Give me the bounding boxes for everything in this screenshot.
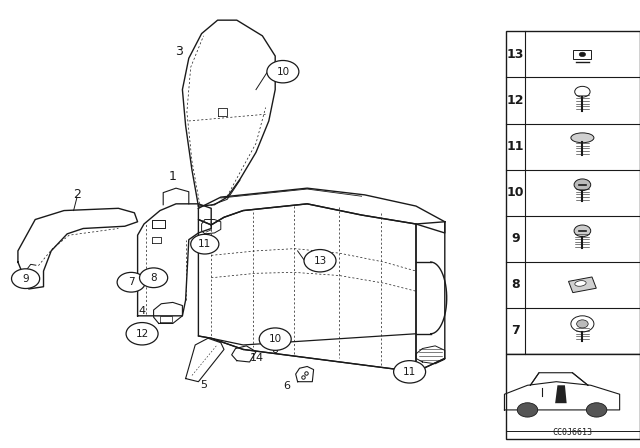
Text: 3: 3 [175, 45, 183, 58]
Text: 2: 2 [73, 188, 81, 202]
Circle shape [140, 268, 168, 288]
Text: 13: 13 [506, 48, 524, 61]
Text: 11: 11 [506, 140, 524, 153]
Circle shape [191, 234, 219, 254]
Text: 7: 7 [128, 277, 134, 287]
Text: 4: 4 [138, 306, 146, 316]
Circle shape [304, 250, 336, 272]
Ellipse shape [575, 280, 586, 286]
Circle shape [259, 328, 291, 350]
Text: 9: 9 [511, 232, 520, 245]
Text: 8: 8 [150, 273, 157, 283]
Circle shape [575, 86, 590, 97]
Bar [506, 354, 640, 439]
Text: 10: 10 [276, 67, 289, 77]
Polygon shape [555, 385, 566, 403]
Text: 9: 9 [22, 274, 29, 284]
Text: 8: 8 [511, 278, 520, 291]
Circle shape [517, 403, 538, 417]
Circle shape [12, 269, 40, 289]
Text: CC0J6613: CC0J6613 [553, 428, 593, 437]
Text: 13: 13 [314, 256, 326, 266]
Text: 14: 14 [250, 353, 264, 363]
Text: 1: 1 [169, 170, 177, 184]
Text: 11: 11 [198, 239, 211, 249]
Circle shape [574, 179, 591, 190]
Circle shape [394, 361, 426, 383]
Text: 6: 6 [284, 381, 290, 391]
Text: 12: 12 [506, 94, 524, 107]
Circle shape [586, 403, 607, 417]
Circle shape [126, 323, 158, 345]
Text: 10: 10 [269, 334, 282, 344]
Text: 12: 12 [136, 329, 148, 339]
Text: 11: 11 [403, 367, 416, 377]
Bar [506, 31, 640, 354]
Bar [573, 50, 591, 59]
Text: 5: 5 [200, 380, 207, 390]
Circle shape [579, 52, 586, 56]
Circle shape [117, 272, 145, 292]
Circle shape [571, 316, 594, 332]
Ellipse shape [571, 133, 594, 143]
Polygon shape [568, 277, 596, 293]
Circle shape [267, 60, 299, 83]
Circle shape [577, 320, 588, 328]
Text: 10: 10 [506, 186, 524, 199]
Circle shape [574, 225, 591, 237]
Text: 7: 7 [511, 324, 520, 337]
